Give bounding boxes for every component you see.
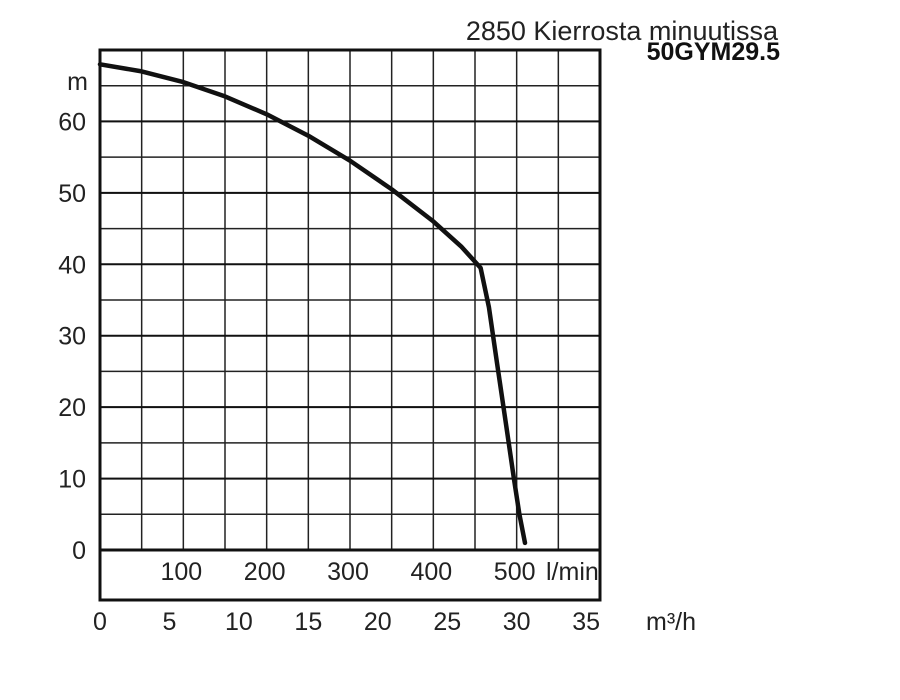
tick-labels: 0 10 20 30 40 50 60 m 100 200 300 400 500 l/min 0 5 10 15… xyxy=(58,68,696,636)
x-m3h-tick-label: 35 xyxy=(572,608,600,636)
x-m3h-tick-label: 15 xyxy=(294,608,322,636)
plot-border xyxy=(98,48,602,602)
x-lpm-tick-label: 400 xyxy=(410,558,452,586)
x-m3h-tick-label: 20 xyxy=(364,608,392,636)
chart-title: 2850 Kierrosta minuutissa xyxy=(466,16,779,46)
y-tick-label: 40 xyxy=(58,251,86,279)
x-m3h-tick-label: 25 xyxy=(433,608,461,636)
x-lpm-axis-label: l/min xyxy=(546,558,599,586)
y-axis-label: m xyxy=(67,68,88,96)
x-lpm-tick-label: 200 xyxy=(244,558,286,586)
y-tick-label: 0 xyxy=(72,537,86,565)
y-tick-label: 50 xyxy=(58,180,86,208)
y-tick-label: 20 xyxy=(58,394,86,422)
x-m3h-axis-label: m³/h xyxy=(646,608,696,636)
y-tick-label: 60 xyxy=(58,108,86,136)
x-lpm-tick-label: 500 xyxy=(494,558,536,586)
x-m3h-tick-label: 0 xyxy=(93,608,107,636)
head-curve-line xyxy=(97,62,528,546)
x-m3h-tick-label: 5 xyxy=(162,608,176,636)
x-lpm-tick-label: 300 xyxy=(327,558,369,586)
chart-subtitle: 50GYM29.5 xyxy=(647,38,781,66)
x-lpm-tick-label: 100 xyxy=(160,558,202,586)
plot-frame xyxy=(98,48,602,602)
x-m3h-tick-label: 10 xyxy=(225,608,253,636)
y-tick-label: 30 xyxy=(58,323,86,351)
curve-layer xyxy=(97,62,528,546)
y-tick-label: 10 xyxy=(58,466,86,494)
grid xyxy=(100,49,600,550)
x-m3h-tick-label: 30 xyxy=(503,608,531,636)
